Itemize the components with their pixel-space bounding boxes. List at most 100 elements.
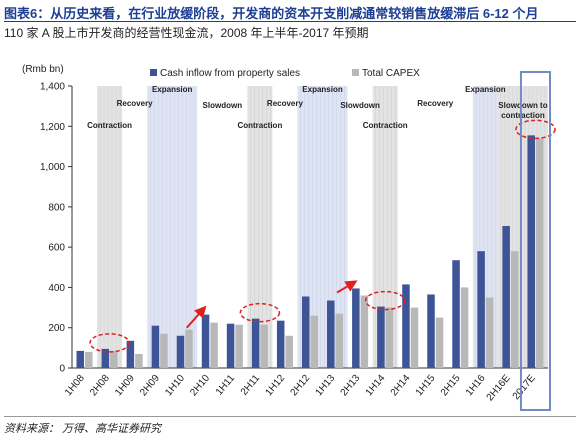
bar-cash-inflow bbox=[427, 294, 435, 368]
x-tick-label: 2H15 bbox=[439, 373, 463, 399]
bar-total-capex bbox=[260, 324, 268, 368]
y-tick-label: 800 bbox=[48, 202, 65, 213]
bar-cash-inflow bbox=[327, 300, 335, 368]
x-tick-label: 1H09 bbox=[113, 373, 137, 399]
x-tick-label: 1H13 bbox=[314, 373, 338, 399]
x-tick-label: 2017E bbox=[511, 373, 538, 402]
bar-total-capex bbox=[85, 351, 93, 368]
bar-total-capex bbox=[360, 295, 369, 368]
phase-label: Expansion bbox=[465, 85, 506, 94]
phase-label: Slowdown bbox=[203, 101, 243, 110]
x-tick-label: 2H11 bbox=[239, 373, 263, 398]
y-axis-label: (Rmb bn) bbox=[22, 64, 64, 75]
highlight-circle bbox=[89, 333, 130, 353]
phase-label: Recovery bbox=[267, 99, 304, 108]
bar-total-capex bbox=[160, 333, 168, 368]
bar-total-capex bbox=[310, 315, 319, 368]
source-note: 资料来源： 万得、高华证券研究 bbox=[4, 423, 162, 435]
x-tick-label: 2H10 bbox=[188, 373, 212, 399]
bar-total-capex bbox=[110, 350, 118, 368]
bar-total-capex bbox=[460, 287, 469, 368]
phase-label: Contraction bbox=[237, 121, 282, 130]
x-tick-label: 2H16E bbox=[485, 373, 513, 404]
bar-total-capex bbox=[135, 353, 143, 368]
bar-cash-inflow bbox=[226, 323, 235, 368]
phase-shade bbox=[372, 86, 398, 368]
bar-total-capex bbox=[535, 138, 544, 368]
phase-label: Expansion bbox=[302, 85, 343, 94]
trend-arrow bbox=[336, 280, 358, 294]
bar-cash-inflow bbox=[276, 320, 285, 368]
y-tick-label: 200 bbox=[48, 323, 65, 334]
bar-cash-inflow bbox=[402, 284, 410, 368]
x-tick-label: 2H09 bbox=[138, 373, 162, 399]
x-tick-label: 2H13 bbox=[339, 373, 363, 399]
phase-label: Slowdown bbox=[340, 101, 380, 110]
trend-arrow bbox=[185, 305, 207, 329]
x-tick-label: 2H14 bbox=[389, 373, 413, 399]
legend-label-cash: Cash inflow from property sales bbox=[160, 68, 300, 79]
bar-total-capex bbox=[435, 317, 444, 368]
y-tick-label: 400 bbox=[48, 283, 65, 294]
bar-cash-inflow bbox=[76, 350, 85, 368]
x-tick-label: 2H08 bbox=[88, 373, 112, 399]
bar-chart: Contraction Recovery Expansion Slowdown Cont… bbox=[22, 64, 556, 411]
bar-total-capex bbox=[210, 322, 218, 368]
bar-cash-inflow bbox=[126, 340, 135, 368]
highlight-circle bbox=[364, 290, 406, 311]
x-tick-label: 2H12 bbox=[289, 373, 313, 399]
bar-cash-inflow bbox=[527, 135, 535, 368]
y-tick-label: 1,200 bbox=[40, 122, 65, 133]
bar-total-capex bbox=[385, 307, 394, 368]
phase-label: Recovery bbox=[117, 99, 154, 108]
bar-cash-inflow bbox=[377, 306, 385, 368]
y-tick-label: 1,400 bbox=[40, 82, 65, 93]
phase-label: Slowdown to bbox=[498, 101, 547, 110]
y-tick-label: 0 bbox=[59, 364, 65, 375]
bar-cash-inflow bbox=[201, 314, 210, 368]
highlight-box bbox=[519, 71, 552, 411]
x-tick-label: 1H08 bbox=[63, 373, 87, 399]
phase-label: contraction bbox=[501, 111, 545, 120]
highlight-circle bbox=[515, 119, 556, 140]
bar-total-capex bbox=[410, 307, 419, 368]
bar-cash-inflow bbox=[176, 335, 185, 368]
phase-label: Expansion bbox=[152, 85, 193, 94]
source-divider bbox=[4, 416, 576, 417]
bar-total-capex bbox=[335, 313, 344, 368]
bar-total-capex bbox=[510, 251, 519, 368]
phase-label: Contraction bbox=[87, 121, 132, 130]
bar-total-capex bbox=[185, 329, 193, 368]
bar-total-capex bbox=[485, 297, 494, 368]
bar-total-capex bbox=[285, 335, 293, 368]
legend-label-capex: Total CAPEX bbox=[362, 68, 420, 79]
bar-cash-inflow bbox=[251, 318, 260, 368]
y-tick-label: 600 bbox=[48, 243, 65, 254]
bar-cash-inflow bbox=[452, 260, 460, 368]
x-tick-label: 1H10 bbox=[163, 373, 187, 399]
bar-total-capex bbox=[235, 324, 243, 368]
x-tick-label: 1H11 bbox=[214, 373, 238, 398]
bar-cash-inflow bbox=[477, 251, 485, 368]
phase-shade bbox=[97, 86, 123, 368]
x-tick-label: 1H15 bbox=[414, 373, 438, 399]
y-tick-label: 1,000 bbox=[40, 162, 65, 173]
bar-cash-inflow bbox=[502, 225, 510, 368]
x-tick-label: 1H16 bbox=[464, 373, 488, 399]
highlight-circle bbox=[239, 302, 281, 323]
x-tick-label: 1H12 bbox=[263, 373, 287, 399]
x-tick-label: 1H14 bbox=[364, 373, 388, 399]
legend-swatch-capex bbox=[352, 69, 359, 76]
chart-title: 图表6：从历史来看，在行业放缓阶段，开发商的资本开支削减通常较销售放缓滞后 6-… bbox=[4, 6, 539, 21]
bar-cash-inflow bbox=[101, 348, 110, 368]
chart-subtitle: 110 家 A 股上市开发商的经营性现金流，2008 年上半年-2017 年预期 bbox=[4, 26, 369, 40]
bar-cash-inflow bbox=[301, 296, 310, 368]
bar-cash-inflow bbox=[352, 288, 360, 368]
phase-shade bbox=[147, 86, 198, 368]
phase-label: Contraction bbox=[363, 121, 408, 130]
phase-shade bbox=[472, 86, 498, 368]
bar-cash-inflow bbox=[151, 325, 160, 368]
phase-label: Recovery bbox=[417, 99, 454, 108]
legend-swatch-cash bbox=[150, 69, 157, 76]
title-divider bbox=[4, 21, 576, 22]
